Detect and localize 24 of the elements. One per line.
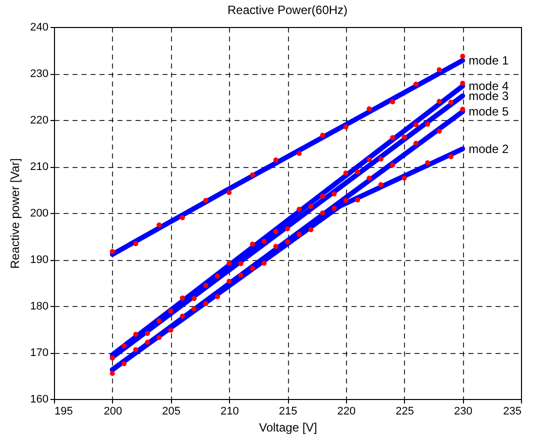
x-tick-label: 230 [454, 406, 472, 418]
y-tick-label: 190 [30, 254, 48, 266]
x-tick-label: 215 [278, 406, 298, 418]
x-tick-label: 195 [54, 406, 73, 418]
y-tick-label: 200 [30, 208, 48, 220]
x-tick-label: 200 [104, 406, 122, 418]
x-tick-label: 205 [162, 406, 180, 418]
y-axis-title: Reactive power [Var] [8, 158, 22, 269]
y-tick-label: 170 [30, 347, 48, 359]
x-tick-label: 210 [220, 406, 239, 418]
x-tick-label: 220 [337, 406, 356, 418]
y-tick-label: 160 [30, 394, 48, 406]
x-tick-label: 225 [396, 406, 414, 418]
series-label: mode 2 [468, 142, 509, 156]
y-tick-label: 180 [30, 300, 48, 312]
chart-title: Reactive Power(60Hz) [227, 3, 348, 17]
y-tick-label: 240 [30, 22, 48, 34]
y-tick-label: 210 [30, 161, 48, 173]
series-label: mode 5 [468, 104, 509, 119]
y-tick-label: 230 [30, 68, 48, 80]
series-label: mode 1 [468, 53, 509, 68]
x-axis-title: Voltage [V] [258, 420, 318, 434]
x-tick-label: 235 [503, 406, 522, 418]
y-tick-label: 220 [30, 114, 48, 126]
